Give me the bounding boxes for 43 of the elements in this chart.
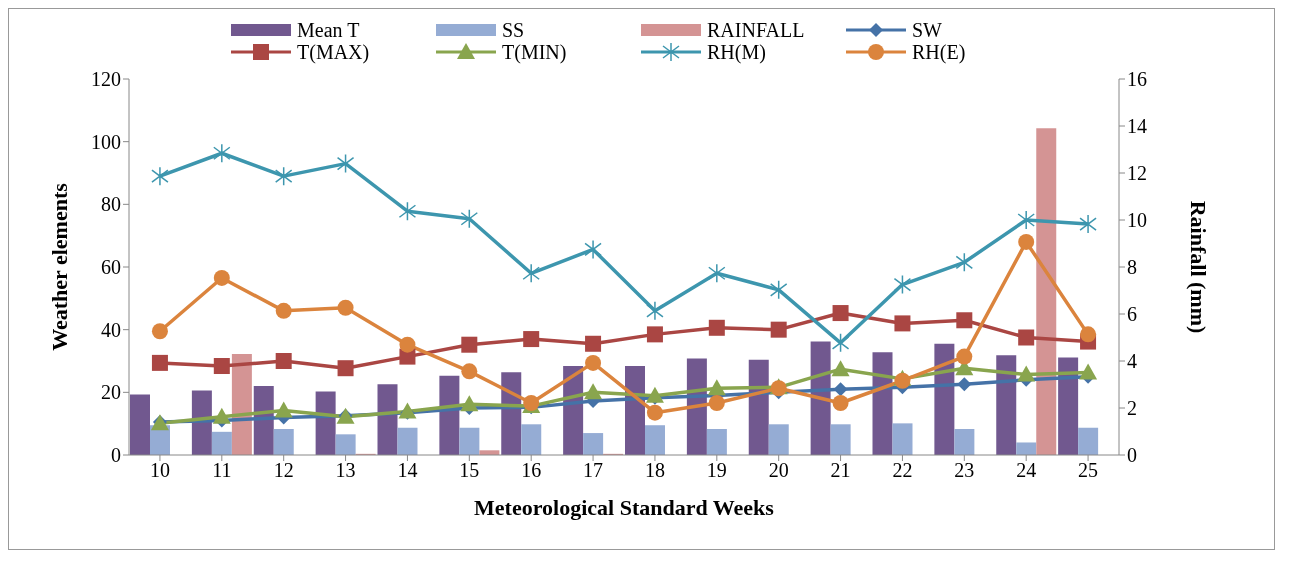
- y2-tick-label: 4: [1127, 350, 1137, 373]
- y-tick-label: 60: [101, 256, 121, 279]
- y2-tick-label: 12: [1127, 162, 1147, 185]
- legend-label: RH(M): [707, 41, 766, 63]
- x-tick-label: 24: [1016, 459, 1037, 482]
- y-tick-label: 40: [101, 318, 121, 341]
- x-tick-label: 16: [521, 459, 542, 482]
- x-tick-label: 14: [397, 459, 418, 482]
- x-tick-label: 15: [459, 459, 480, 482]
- y2-tick-label: 8: [1127, 256, 1137, 279]
- x-axis-title: Meteorological Standard Weeks: [474, 495, 775, 520]
- y-axis-title: Weather elements: [46, 182, 72, 351]
- legend-label: Mean T: [297, 19, 360, 41]
- legend-label: RH(E): [912, 41, 966, 63]
- y-tick-label: 0: [111, 444, 121, 467]
- legend-label: T(MIN): [502, 41, 567, 63]
- x-tick-label: 11: [212, 459, 232, 482]
- x-tick-label: 20: [768, 459, 789, 482]
- y-tick-label: 120: [91, 68, 121, 91]
- legend-label: SS: [502, 19, 525, 41]
- y2-tick-label: 0: [1127, 444, 1137, 467]
- y2-tick-label: 6: [1127, 303, 1137, 326]
- x-tick-label: 10: [149, 459, 170, 482]
- legend-label: RAINFALL: [707, 19, 805, 41]
- legend-label: T(MAX): [297, 41, 370, 63]
- x-tick-label: 18: [644, 459, 665, 482]
- legend-label: SW: [912, 19, 942, 41]
- y2-tick-label: 2: [1127, 397, 1137, 420]
- y2-tick-label: 16: [1127, 68, 1147, 91]
- x-tick-label: 17: [583, 459, 604, 482]
- x-tick-label: 13: [335, 459, 356, 482]
- x-tick-label: 22: [892, 459, 913, 482]
- y-tick-label: 100: [91, 130, 121, 153]
- y2-axis-title: Rainfall (mm): [1186, 200, 1212, 334]
- x-tick-label: 23: [954, 459, 975, 482]
- y-tick-label: 80: [101, 193, 121, 216]
- y2-tick-label: 14: [1127, 115, 1147, 138]
- y2-tick-label: 10: [1127, 209, 1147, 232]
- x-tick-label: 19: [706, 459, 727, 482]
- x-tick-label: 21: [830, 459, 851, 482]
- x-tick-label: 25: [1078, 459, 1099, 482]
- y-tick-label: 20: [101, 381, 121, 404]
- x-tick-label: 12: [273, 459, 294, 482]
